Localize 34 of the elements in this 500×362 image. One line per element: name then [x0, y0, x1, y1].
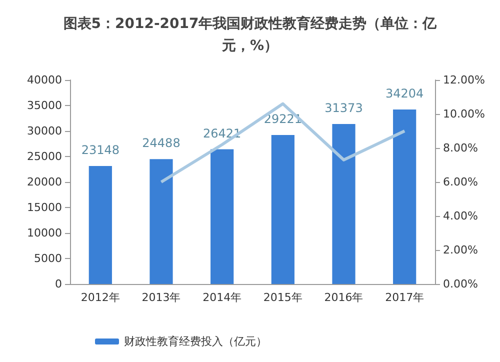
- bar: [271, 134, 294, 284]
- y2-tick-label: 8.00%: [443, 142, 478, 154]
- y-tick-label: 30000: [27, 124, 62, 138]
- y-tick-label: 25000: [27, 150, 62, 163]
- bar: [332, 124, 356, 284]
- data-label: 34204: [385, 86, 424, 101]
- y-tick-label: 5000: [34, 252, 62, 265]
- y-tick-label: 0: [55, 278, 62, 290]
- x-tick-label: 2012年: [80, 291, 120, 304]
- bar: [88, 166, 112, 284]
- chart-title: 图表5：2012-2017年我国财政性教育经费走势（单位：亿元，%）: [63, 15, 438, 54]
- data-label: 23148: [81, 142, 120, 157]
- y2-tick-label: 12.00%: [443, 74, 485, 86]
- y2-tick-label: 4.00%: [443, 210, 478, 222]
- y-tick-label: 35000: [27, 99, 62, 112]
- x-tick-label: 2016年: [324, 291, 364, 304]
- legend-label: 财政性教育经费投入（亿元）: [124, 335, 267, 348]
- y-tick-label: 15000: [27, 201, 62, 214]
- y2-tick-label: 2.00%: [443, 244, 478, 256]
- y2-tick-label: 6.00%: [443, 176, 478, 188]
- bar: [393, 110, 416, 284]
- x-tick-label: 2017年: [385, 291, 424, 304]
- x-tick-label: 2014年: [202, 291, 242, 304]
- y-tick-label: 10000: [27, 226, 62, 240]
- y-tick-label: 20000: [27, 176, 62, 188]
- y-tick-label: 40000: [27, 74, 62, 86]
- bar: [210, 149, 234, 284]
- data-label: 24488: [142, 136, 180, 150]
- bar: [150, 159, 173, 284]
- data-label: 31373: [324, 101, 363, 115]
- y2-tick-label: 10.00%: [443, 108, 485, 120]
- y2-tick-label: 0.00%: [443, 278, 478, 290]
- x-tick-label: 2013年: [142, 291, 181, 304]
- x-tick-label: 2015年: [263, 291, 302, 304]
